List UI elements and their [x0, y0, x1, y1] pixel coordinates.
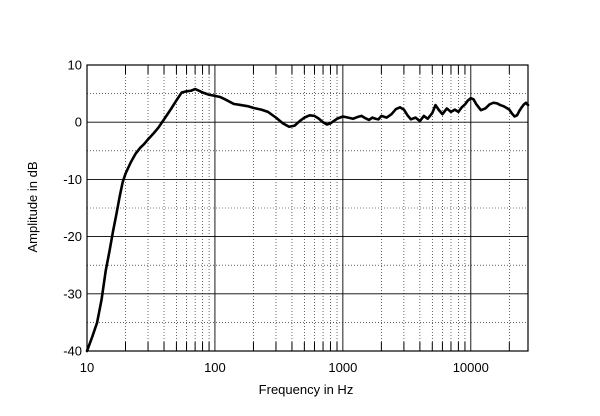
x-tick-label: 100 [204, 360, 226, 375]
x-axis-tick-labels: 10 100 1000 10000 [80, 360, 489, 375]
x-axis-title: Frequency in Hz [259, 382, 354, 397]
x-axis-ticks [125, 65, 510, 351]
x-tick-label: 10 [80, 360, 94, 375]
series-line-amplitude [85, 87, 530, 353]
major-grid [86, 65, 528, 351]
x-tick-label: 1000 [328, 360, 357, 375]
plot-frame [86, 64, 529, 352]
y-tick-label: 0 [75, 115, 82, 130]
y-tick-label: -20 [63, 229, 82, 244]
y-axis-title: Amplitude in dB [25, 161, 40, 252]
y-tick-label: -30 [63, 286, 82, 301]
y-tick-label: -10 [63, 172, 82, 187]
x-tick-label: 10000 [453, 360, 489, 375]
y-tick-label: -40 [63, 344, 82, 359]
y-axis-tick-labels: 10 0 -10 -20 -30 -40 [63, 58, 82, 359]
y-tick-label: 10 [68, 58, 82, 73]
